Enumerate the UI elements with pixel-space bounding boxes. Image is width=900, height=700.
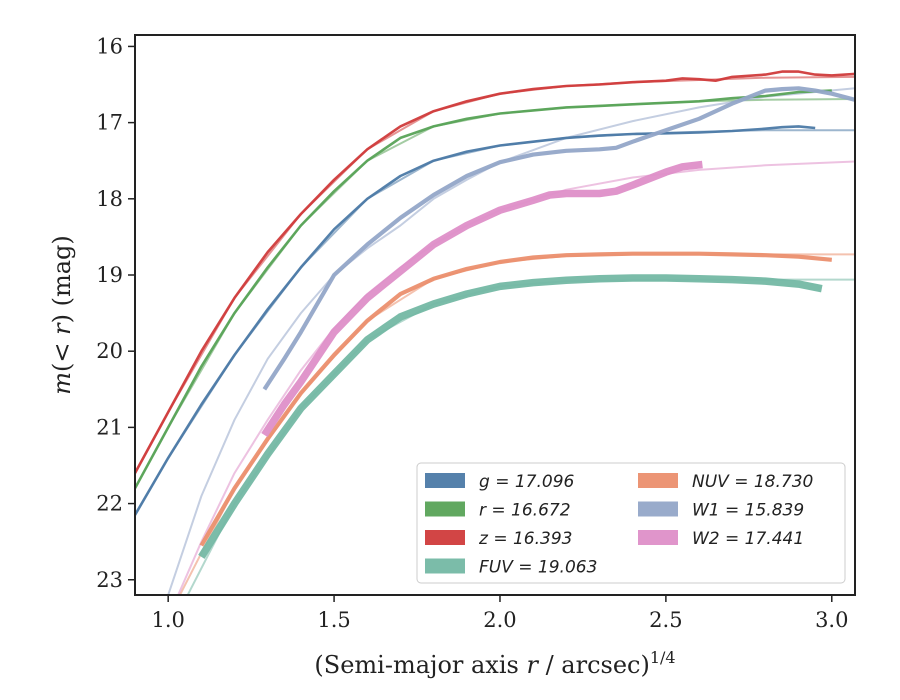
legend-swatch-g <box>425 473 465 488</box>
x-tick-label: 3.0 <box>815 608 848 632</box>
y-tick-label: 23 <box>96 568 123 592</box>
model-curve-g <box>135 129 855 516</box>
series-line-w1 <box>262 86 855 391</box>
legend-swatch-w1 <box>638 501 678 517</box>
plot-frame <box>134 34 856 596</box>
legend-swatch-w2 <box>638 530 678 545</box>
x-tick-label: 1.5 <box>317 608 350 632</box>
y-tick-label: 18 <box>96 187 123 211</box>
x-tick-label: 2.0 <box>483 608 516 632</box>
legend-swatch-z <box>425 530 465 545</box>
series-line-w2 <box>261 160 703 438</box>
y-tick-label: 21 <box>96 415 123 439</box>
legend-swatch-nuv <box>638 473 678 488</box>
y-tick-label: 19 <box>96 263 123 287</box>
series-line-z <box>135 70 855 474</box>
model-curve-w1 <box>167 87 855 595</box>
series-line-g <box>135 125 816 516</box>
legend: g = 17.096 r = 16.672 z = 16.393 FUV = 19.0… <box>416 462 846 584</box>
model-curve-z <box>135 75 855 475</box>
legend-label-w2: W2 = 17.441 <box>692 529 804 549</box>
x-axis-title: (Semi-major axis r / arcsec)1/4 <box>314 648 675 679</box>
x-tick-label: 2.5 <box>649 608 682 632</box>
legend-label-w1: W1 = 15.839 <box>692 501 804 521</box>
y-tick-label: 17 <box>96 111 123 135</box>
series-line-r <box>135 89 832 489</box>
model-curve-r <box>135 98 855 490</box>
x-tick-label: 1.0 <box>151 608 184 632</box>
legend-label-r: r = 16.672 <box>479 501 571 521</box>
legend-label-z: z = 16.393 <box>478 529 572 549</box>
series-line-fuv <box>198 274 823 559</box>
y-axis-title: m(< r) (mag) <box>48 235 76 395</box>
y-tick-label: 16 <box>96 34 123 58</box>
y-tick-label: 20 <box>96 339 123 363</box>
legend-label-nuv: NUV = 18.730 <box>692 472 813 492</box>
legend-label-g: g = 17.096 <box>479 472 575 492</box>
legend-label-fuv: FUV = 19.063 <box>479 558 597 578</box>
legend-swatch-fuv <box>425 558 465 574</box>
series-line-nuv <box>199 251 832 547</box>
legend-swatch-r <box>425 501 465 517</box>
y-tick-label: 22 <box>96 492 123 516</box>
legend-box <box>416 462 846 584</box>
